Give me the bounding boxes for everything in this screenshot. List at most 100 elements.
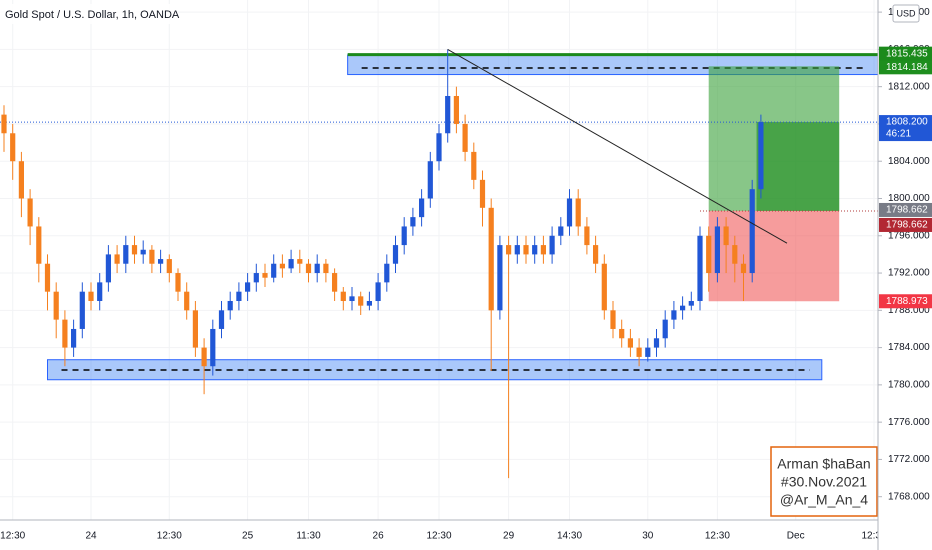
countdown: 46:21 bbox=[886, 129, 911, 140]
price-tag-label: 1788.973 bbox=[886, 296, 928, 307]
title-bg bbox=[0, 4, 175, 24]
candle-body bbox=[392, 245, 399, 264]
candle-body bbox=[680, 305, 686, 311]
candle-body bbox=[305, 263, 312, 274]
zone bbox=[47, 359, 823, 381]
signature-line: #30.Nov.2021 bbox=[781, 474, 867, 490]
candle-body bbox=[323, 263, 329, 274]
plot-area: Gold Spot / U.S. Dollar, 1h, OANDA Arman … bbox=[0, 0, 878, 520]
candle-body bbox=[97, 282, 103, 302]
candle-body bbox=[218, 310, 225, 329]
y-tick-label: 1784.000 bbox=[888, 342, 930, 353]
candle-body bbox=[227, 301, 233, 311]
candle-body bbox=[427, 161, 433, 199]
signature-line: @Ar_M_An_4 bbox=[780, 492, 868, 508]
candle-body bbox=[662, 319, 668, 339]
candle-body bbox=[332, 273, 338, 292]
candle-body bbox=[245, 282, 251, 292]
candle-body bbox=[36, 226, 42, 264]
candle-body bbox=[471, 151, 477, 180]
candle-body bbox=[732, 245, 738, 264]
candle-body bbox=[279, 263, 285, 269]
candle-body bbox=[236, 291, 242, 302]
candle-body bbox=[44, 263, 51, 292]
price-tag-label: 1815.435 bbox=[886, 48, 928, 59]
candle-body bbox=[671, 310, 677, 320]
candle-body bbox=[62, 319, 68, 348]
signature-line: Arman $haBan bbox=[777, 456, 870, 472]
y-tick-label: 1804.000 bbox=[888, 156, 930, 167]
x-tick-label: 11:30 bbox=[296, 531, 321, 542]
candle-body bbox=[79, 291, 85, 329]
currency-box bbox=[892, 4, 920, 23]
candle-body bbox=[349, 296, 355, 302]
price-tag bbox=[879, 46, 932, 61]
x-tick-label: 12:30 bbox=[861, 531, 886, 542]
candle-body bbox=[506, 245, 512, 255]
y-tick-label: 1772.000 bbox=[888, 454, 930, 465]
candle-body bbox=[627, 338, 633, 348]
candle-body bbox=[488, 207, 494, 311]
candle-body bbox=[601, 263, 607, 311]
y-tick-label: 1792.000 bbox=[888, 268, 930, 279]
x-tick-label: 12:30 bbox=[705, 531, 730, 542]
candle-body bbox=[384, 263, 390, 283]
currency: USD bbox=[896, 8, 916, 18]
candle-body bbox=[262, 273, 268, 278]
candle-body bbox=[532, 245, 538, 255]
candle-body bbox=[401, 226, 407, 246]
candle-body bbox=[697, 235, 703, 302]
candle-body bbox=[758, 122, 764, 190]
x-tick-label: 14:30 bbox=[557, 531, 582, 542]
candle-body bbox=[749, 189, 755, 274]
candle-body bbox=[1, 114, 7, 134]
candle-body bbox=[314, 263, 320, 274]
candle-body bbox=[523, 245, 529, 255]
price-tag bbox=[879, 217, 932, 232]
x-tick-label: 24 bbox=[85, 531, 97, 542]
candle-body bbox=[706, 235, 712, 274]
candle-body bbox=[653, 338, 660, 348]
candle-body bbox=[497, 245, 503, 311]
candle-body bbox=[723, 226, 729, 246]
candle-body bbox=[158, 259, 164, 264]
price-tag bbox=[879, 294, 932, 309]
x-tick-label: 12:30 bbox=[0, 531, 25, 542]
candle-body bbox=[131, 245, 138, 255]
x-tick-label: 12:30 bbox=[157, 531, 182, 542]
candle-body bbox=[514, 245, 520, 255]
candle-body bbox=[740, 263, 747, 274]
candle-body bbox=[10, 133, 16, 162]
x-tick-label: 26 bbox=[373, 531, 385, 542]
candle-body bbox=[140, 249, 146, 255]
candle-body bbox=[123, 245, 129, 264]
candle-body bbox=[192, 310, 198, 348]
candle-body bbox=[114, 254, 120, 264]
chart-title: Gold Spot / U.S. Dollar, 1h, OANDA bbox=[5, 9, 180, 21]
candle-body bbox=[636, 347, 642, 357]
candle-body bbox=[688, 301, 694, 306]
price-tag-label: 1814.184 bbox=[886, 62, 928, 73]
candle-body bbox=[358, 296, 364, 306]
candle-body bbox=[184, 291, 190, 311]
candle-body bbox=[201, 347, 207, 367]
y-tick-label: 1768.000 bbox=[888, 491, 930, 502]
candle-body bbox=[445, 95, 451, 134]
candle-body bbox=[53, 291, 59, 320]
candle-body bbox=[149, 249, 155, 264]
x-axis-bg bbox=[0, 520, 932, 550]
y-tick-label: 1776.000 bbox=[888, 417, 930, 428]
candle-body bbox=[575, 198, 581, 227]
candle-body bbox=[558, 226, 564, 236]
y-tick-label: 1800.000 bbox=[888, 193, 930, 204]
trendline bbox=[447, 48, 788, 244]
price-tag bbox=[879, 202, 932, 217]
candle-body bbox=[540, 245, 546, 255]
candle-body bbox=[105, 254, 111, 283]
candle-body bbox=[619, 328, 625, 339]
candle-body bbox=[253, 273, 259, 283]
price-tag-label: 1798.662 bbox=[886, 205, 928, 216]
y-axis-bg bbox=[878, 0, 932, 550]
